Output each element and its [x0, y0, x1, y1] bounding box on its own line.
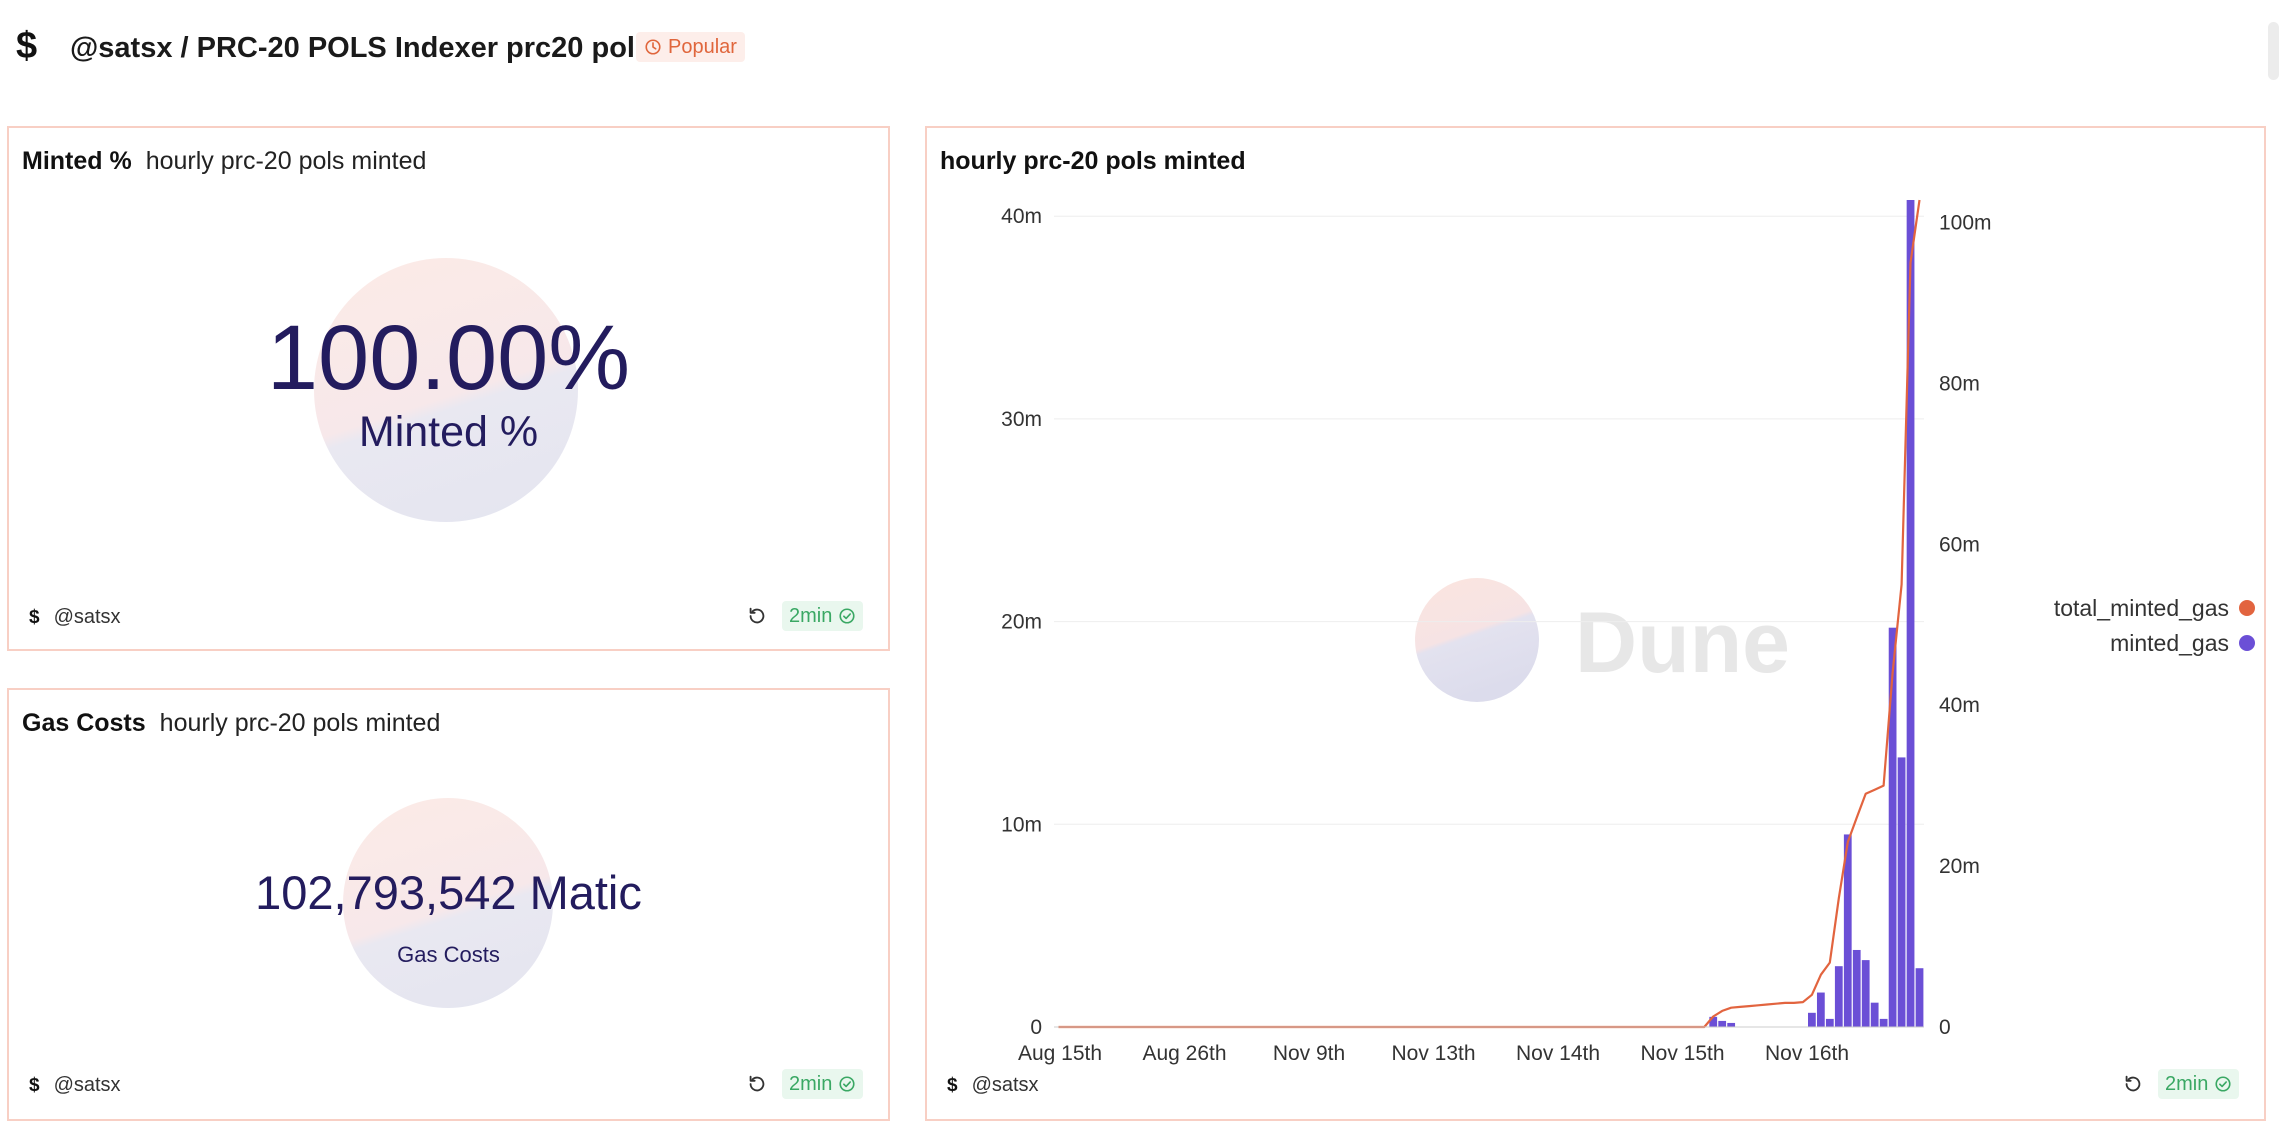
- x-tick-label: Aug 26th: [1142, 1042, 1226, 1065]
- gas-costs-panel: Gas Costs hourly prc-20 pols minted 102,7…: [7, 688, 890, 1121]
- counter-value: 100.00%: [266, 307, 631, 409]
- freshness-label: 2min: [789, 1072, 833, 1095]
- bar: [1852, 949, 1861, 1027]
- legend-swatch: [2239, 635, 2255, 651]
- dune-logo-watermark: [314, 258, 578, 522]
- page-title: @satsx / PRC-20 POLS Indexer prc20 pols: [70, 32, 652, 64]
- panel-title-main: Minted %: [22, 147, 132, 175]
- y-left-tick-label: 30m: [1001, 408, 1042, 431]
- freshness-badge: 2min: [782, 1069, 864, 1099]
- y-left-tick-label: 20m: [1001, 611, 1042, 634]
- chart-canvas: Dune 0 10m 20m 30m 40m 0 20m 40m 60m 80m 100m Aug 1…: [1001, 199, 2255, 1065]
- chart-grid: [1054, 215, 1924, 825]
- minted-percent-panel: Minted % hourly prc-20 pols minted 100.00…: [7, 126, 890, 651]
- bar: [1834, 966, 1843, 1027]
- clock-icon: [645, 39, 661, 55]
- author-name: @satsx: [53, 606, 121, 628]
- freshness-label: 2min: [2165, 1072, 2209, 1095]
- bar: [1879, 1018, 1888, 1027]
- panel-subtitle: hourly prc-20 pols minted: [145, 147, 427, 175]
- bar: [1709, 1016, 1718, 1027]
- refresh-icon[interactable]: [2122, 1073, 2144, 1095]
- chart-panel: hourly prc-20 pols minted Dune 0 10m 20m 30…: [925, 126, 2266, 1121]
- chart-legend[interactable]: total_minted_gas minted_gas: [2054, 595, 2255, 656]
- y-right-tick-label: 0: [1939, 1016, 1951, 1039]
- check-circle-icon: [2215, 1076, 2231, 1092]
- author-name: @satsx: [53, 1074, 121, 1096]
- bar: [1843, 834, 1852, 1027]
- dollar-icon: $: [29, 606, 40, 628]
- x-tick-label: Nov 15th: [1640, 1042, 1724, 1065]
- y-right-tick-label: 60m: [1939, 533, 1980, 556]
- bar: [1915, 968, 1924, 1027]
- x-tick-label: Nov 16th: [1765, 1042, 1849, 1065]
- dune-logo-watermark: [343, 798, 553, 1008]
- legend-label: total_minted_gas: [2054, 595, 2229, 621]
- dollar-icon[interactable]: $: [16, 25, 38, 67]
- check-circle-icon: [839, 1076, 855, 1092]
- dune-watermark: Dune: [1415, 578, 1790, 702]
- bar: [1816, 992, 1825, 1027]
- panel-title[interactable]: Gas Costs hourly prc-20 pols minted: [22, 706, 440, 740]
- x-tick-label: Nov 13th: [1391, 1042, 1475, 1065]
- badge-label: Popular: [668, 36, 737, 58]
- y-right-tick-label: 80m: [1939, 372, 1980, 395]
- dollar-icon: $: [29, 1074, 40, 1096]
- chart-axes: 0 10m 20m 30m 40m 0 20m 40m 60m 80m 100m Aug 15th Au…: [1001, 205, 1991, 1065]
- counter-label: Minted %: [358, 408, 539, 456]
- bar: [1727, 1022, 1736, 1027]
- bar: [1888, 627, 1897, 1027]
- y-left-tick-label: 40m: [1001, 205, 1042, 228]
- freshness-badge: 2min: [782, 601, 864, 631]
- scrollbar-thumb[interactable]: [2268, 22, 2279, 80]
- x-tick-label: Nov 9th: [1273, 1042, 1345, 1065]
- y-right-tick-label: 100m: [1939, 211, 1992, 234]
- refresh-icon[interactable]: [746, 1073, 768, 1095]
- bar: [1825, 1018, 1834, 1027]
- bar-series: [1709, 200, 1924, 1027]
- x-tick-label: Aug 15th: [1018, 1042, 1102, 1065]
- panel-title[interactable]: hourly prc-20 pols minted: [940, 147, 1246, 175]
- bar: [1861, 960, 1870, 1027]
- dune-logo-watermark: [1415, 578, 1539, 702]
- freshness-label: 2min: [789, 604, 833, 627]
- panel-author[interactable]: $ @satsx: [947, 1074, 1039, 1097]
- panel-status: 2min: [746, 1069, 864, 1099]
- watermark-text: Dune: [1575, 595, 1790, 691]
- bar: [1808, 1012, 1816, 1027]
- legend-swatch: [2239, 600, 2255, 616]
- counter-value: 102,793,542 Matic: [255, 866, 642, 919]
- y-left-tick-label: 10m: [1001, 813, 1042, 836]
- panel-status: 2min: [2122, 1069, 2240, 1099]
- dashboard-header: $ @satsx / PRC-20 POLS Indexer prc20 pol…: [0, 0, 2279, 95]
- bar: [1718, 1020, 1727, 1027]
- bar: [1870, 1002, 1879, 1027]
- freshness-badge: 2min: [2158, 1069, 2240, 1099]
- panel-author[interactable]: $ @satsx: [29, 606, 121, 629]
- panel-title-main: Gas Costs: [22, 709, 146, 737]
- panel-author[interactable]: $ @satsx: [29, 1074, 121, 1097]
- check-circle-icon: [839, 608, 855, 624]
- author-name: @satsx: [971, 1074, 1039, 1096]
- panel-title[interactable]: Minted % hourly prc-20 pols minted: [22, 144, 426, 178]
- dollar-icon: $: [947, 1074, 958, 1096]
- y-left-tick-label: 0: [1030, 1016, 1042, 1039]
- panel-status: 2min: [746, 601, 864, 631]
- bar: [1897, 757, 1906, 1027]
- x-tick-label: Nov 14th: [1516, 1042, 1600, 1065]
- legend-label: minted_gas: [2110, 630, 2229, 656]
- y-right-tick-label: 20m: [1939, 855, 1980, 878]
- y-right-tick-label: 40m: [1939, 694, 1980, 717]
- popular-badge: Popular: [636, 32, 745, 62]
- panel-subtitle: hourly prc-20 pols minted: [159, 709, 441, 737]
- refresh-icon[interactable]: [746, 605, 768, 627]
- bar: [1906, 200, 1915, 1027]
- counter-label: Gas Costs: [397, 942, 500, 967]
